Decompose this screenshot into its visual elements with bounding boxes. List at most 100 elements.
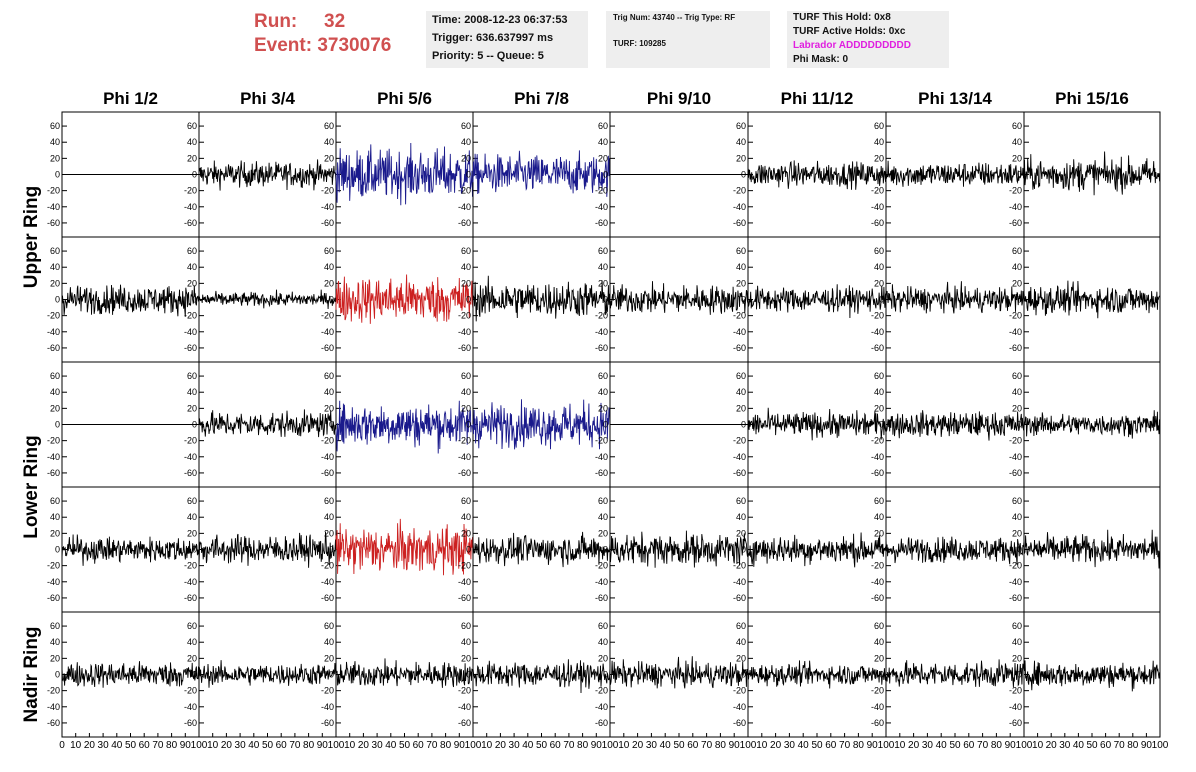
y-tick-label: -20 [733, 686, 746, 696]
y-tick-label: 20 [598, 278, 608, 288]
y-tick-label: 0 [192, 170, 197, 180]
y-tick-label: 20 [324, 153, 334, 163]
y-tick-label: -60 [47, 468, 60, 478]
y-tick-label: 60 [324, 371, 334, 381]
x-tick-label: 90 [180, 740, 192, 751]
waveform-trace [335, 142, 474, 206]
y-tick-label: 0 [879, 295, 884, 305]
y-tick-label: 20 [461, 403, 471, 413]
x-tick-label: 90 [454, 740, 466, 751]
y-tick-label: 60 [1012, 121, 1022, 131]
y-tick-label: 0 [1017, 420, 1022, 430]
x-tick-label: 40 [248, 740, 260, 751]
y-tick-label: 0 [741, 420, 746, 430]
x-tick-label: 30 [372, 740, 384, 751]
x-tick-label: 10 [756, 740, 768, 751]
waveform-trace [198, 409, 337, 438]
y-tick-label: 20 [461, 278, 471, 288]
y-tick-label: -60 [321, 468, 334, 478]
y-tick-label: -20 [458, 186, 471, 196]
y-tick-label: 20 [187, 278, 197, 288]
time-text: Time: 2008-12-23 06:37:53 [432, 14, 568, 26]
y-tick-label: -60 [1009, 343, 1022, 353]
waveform-trace [885, 536, 1025, 565]
y-tick-label: 40 [736, 137, 746, 147]
y-tick-label: 20 [598, 653, 608, 663]
y-tick-label: -60 [1009, 718, 1022, 728]
waveform-trace [1023, 660, 1161, 692]
x-tick-label: 70 [1114, 740, 1126, 751]
y-tick-label: 20 [187, 153, 197, 163]
x-tick-label: 20 [770, 740, 782, 751]
x-tick-label: 30 [235, 740, 247, 751]
column-heading: Phi 13/14 [918, 89, 992, 108]
x-tick-label: 10 [70, 740, 82, 751]
x-tick-label: 90 [1141, 740, 1153, 751]
waveform-trace [609, 281, 749, 315]
y-tick-label: -60 [871, 468, 884, 478]
x-tick-label: 20 [632, 740, 644, 751]
y-tick-label: 0 [329, 295, 334, 305]
y-tick-label: 0 [1017, 545, 1022, 555]
y-tick-label: 20 [50, 278, 60, 288]
x-tick-label: 80 [166, 740, 178, 751]
y-tick-label: 60 [598, 496, 608, 506]
x-tick-label: 70 [152, 740, 164, 751]
y-tick-label: -20 [595, 311, 608, 321]
x-tick-label: 60 [276, 740, 288, 751]
x-tick-label: 100 [878, 740, 895, 751]
y-tick-label: -40 [184, 327, 197, 337]
x-tick-label: 10 [207, 740, 219, 751]
y-tick-label: -20 [47, 436, 60, 446]
column-heading: Phi 1/2 [103, 89, 158, 108]
y-tick-label: -20 [1009, 561, 1022, 571]
y-tick-label: -40 [871, 702, 884, 712]
y-tick-label: 60 [736, 371, 746, 381]
y-tick-label: 40 [461, 137, 471, 147]
waveform-trace [1023, 410, 1161, 439]
y-tick-label: 20 [598, 153, 608, 163]
y-tick-label: -40 [47, 327, 60, 337]
waveform-trace [747, 407, 887, 441]
waveform-trace [609, 656, 749, 689]
y-tick-label: 40 [187, 512, 197, 522]
y-tick-label: 20 [598, 403, 608, 413]
y-tick-label: 60 [598, 246, 608, 256]
y-tick-label: 20 [50, 153, 60, 163]
y-tick-label: 20 [1012, 278, 1022, 288]
y-tick-label: 20 [736, 278, 746, 288]
y-tick-label: -40 [321, 452, 334, 462]
y-tick-label: -60 [184, 343, 197, 353]
y-tick-label: -40 [1009, 452, 1022, 462]
x-tick-label: 100 [191, 740, 208, 751]
y-tick-label: -20 [595, 686, 608, 696]
x-tick-label: 40 [111, 740, 123, 751]
y-tick-label: 0 [55, 670, 60, 680]
x-tick-label: 30 [784, 740, 796, 751]
y-tick-label: 60 [187, 371, 197, 381]
y-tick-label: -20 [1009, 436, 1022, 446]
y-tick-label: -40 [595, 702, 608, 712]
waveform-trace [198, 531, 337, 568]
y-tick-label: 0 [879, 170, 884, 180]
x-tick-label: 60 [550, 740, 562, 751]
y-tick-label: -60 [1009, 468, 1022, 478]
x-tick-label: 50 [949, 740, 961, 751]
y-tick-label: -60 [321, 718, 334, 728]
y-tick-label: -60 [871, 718, 884, 728]
y-tick-label: -60 [871, 218, 884, 228]
y-tick-label: -20 [47, 311, 60, 321]
waveform-trace [885, 410, 1025, 441]
waveform-trace [747, 284, 887, 319]
x-tick-label: 100 [465, 740, 482, 751]
y-tick-label: -40 [47, 577, 60, 587]
y-tick-label: -60 [595, 218, 608, 228]
run-value: 32 [324, 11, 346, 32]
y-tick-label: 60 [187, 496, 197, 506]
y-tick-label: 0 [741, 295, 746, 305]
y-tick-label: 40 [324, 387, 334, 397]
x-tick-label: 90 [591, 740, 603, 751]
y-tick-label: 0 [603, 170, 608, 180]
y-tick-label: 40 [874, 637, 884, 647]
y-tick-label: -20 [184, 561, 197, 571]
